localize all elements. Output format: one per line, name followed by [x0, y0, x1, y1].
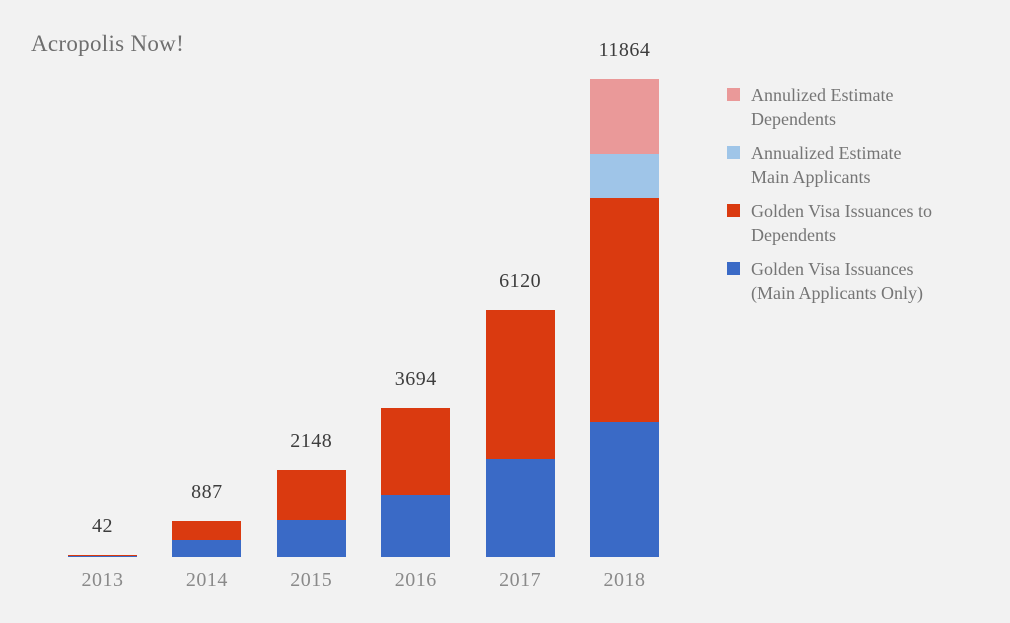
bar-total-label: 6120 — [499, 270, 542, 293]
chart-title: Acropolis Now! — [31, 31, 185, 56]
x-axis-label: 2016 — [394, 569, 437, 591]
legend-label: Annulized Estimate Dependents — [751, 85, 894, 129]
bar-segment[interactable] — [590, 421, 659, 557]
bar-segment[interactable] — [590, 198, 659, 422]
x-axis-label: 2018 — [603, 569, 646, 591]
bar-segment[interactable] — [172, 539, 242, 557]
bar-segment[interactable] — [590, 79, 659, 155]
bar-segment[interactable] — [68, 555, 137, 557]
x-axis-label: 2014 — [185, 569, 228, 591]
x-axis-label: 2013 — [81, 569, 124, 591]
bar-segment[interactable] — [68, 556, 137, 557]
bar-segment[interactable] — [276, 470, 346, 521]
legend-label: Golden Visa Issuances to Dependents — [751, 201, 933, 245]
legend-label: Golden Visa Issuances (Main Applicants On… — [751, 259, 923, 303]
legend: Annulized Estimate Dependents Annualized E… — [727, 83, 997, 315]
bar-segment[interactable] — [485, 310, 555, 459]
legend-item[interactable]: Golden Visa Issuances to Dependents — [727, 199, 997, 247]
bar-total-label: 3694 — [394, 368, 437, 391]
legend-swatch-icon — [727, 262, 740, 275]
bar-total-label: 42 — [92, 515, 113, 538]
bar-segment[interactable] — [381, 495, 451, 557]
legend-swatch-icon — [727, 204, 740, 217]
bar-total-label: 2148 — [290, 430, 333, 453]
legend-swatch-icon — [727, 146, 740, 159]
bar-total-label: 11864 — [598, 39, 651, 61]
x-axis-label: 2017 — [499, 569, 542, 591]
bar-segment[interactable] — [276, 520, 346, 557]
legend-item[interactable]: Annulized Estimate Dependents — [727, 83, 997, 131]
bar-segment[interactable] — [381, 408, 451, 496]
legend-swatch-icon — [727, 88, 740, 101]
x-axis-label: 2015 — [290, 569, 333, 591]
bar-segment[interactable] — [485, 458, 555, 557]
legend-label: Annualized Estimate Main Applicants — [751, 143, 902, 187]
bar-total-label: 887 — [191, 481, 223, 504]
bar-segment[interactable] — [172, 521, 242, 540]
bar-segment[interactable] — [590, 154, 659, 199]
legend-item[interactable]: Annualized Estimate Main Applicants — [727, 141, 997, 189]
legend-item[interactable]: Golden Visa Issuances (Main Applicants On… — [727, 257, 997, 305]
